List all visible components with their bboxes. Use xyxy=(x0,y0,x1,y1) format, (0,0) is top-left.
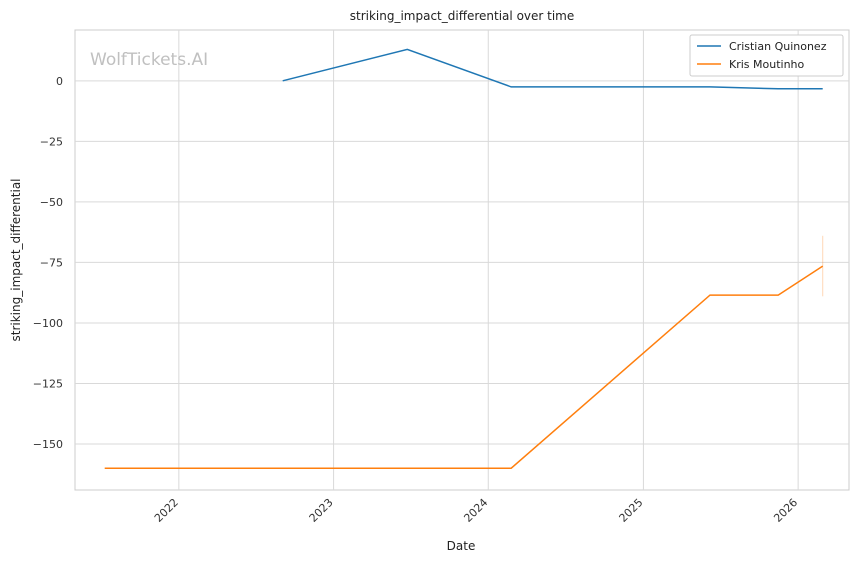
series-line-kris-moutinho xyxy=(104,265,824,469)
y-tick-label: −50 xyxy=(40,196,63,209)
y-tick-label: −150 xyxy=(33,438,63,451)
y-gridlines xyxy=(75,80,849,445)
y-tick-label: 0 xyxy=(56,75,63,88)
legend-box xyxy=(689,34,844,77)
legend-label-kris-moutinho: Kris Moutinho xyxy=(729,58,805,71)
x-tick-labels: 2022 2023 2024 2025 2026 xyxy=(152,496,800,525)
x-tick-label: 2022 xyxy=(152,496,181,525)
legend-label-cristian-quinonez: Cristian Quinonez xyxy=(729,40,827,53)
series-line-cristian-quinonez xyxy=(282,48,823,90)
y-tick-label: −25 xyxy=(40,135,63,148)
x-gridlines xyxy=(178,30,799,490)
x-tick-label: 2026 xyxy=(771,496,800,525)
watermark: WolfTickets.AI xyxy=(90,50,208,70)
y-tick-labels: 0 −25 −50 −75 −100 −125 −150 xyxy=(33,75,63,451)
y-tick-label: −100 xyxy=(33,317,63,330)
x-tick-label: 2024 xyxy=(461,496,490,525)
y-tick-label: −125 xyxy=(33,377,63,390)
legend: Cristian Quinonez Kris Moutinho xyxy=(689,34,844,77)
plot-area xyxy=(74,29,850,491)
chart-title: striking_impact_differential over time xyxy=(350,9,575,23)
x-tick-label: 2023 xyxy=(307,496,336,525)
x-axis-label: Date xyxy=(447,539,476,553)
y-axis-label: striking_impact_differential xyxy=(9,178,23,341)
y-tick-label: −75 xyxy=(40,256,63,269)
x-tick-label: 2025 xyxy=(617,496,646,525)
series-layer xyxy=(104,48,824,469)
